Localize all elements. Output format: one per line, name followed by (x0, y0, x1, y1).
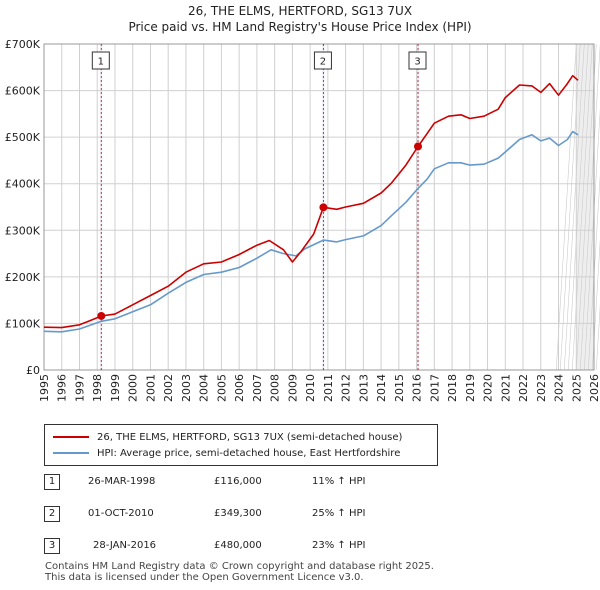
x-tick-label: 2026 (588, 374, 600, 402)
sale-marker-label: 2 (320, 57, 326, 68)
y-tick-label: £200K (5, 271, 41, 284)
x-tick-label: 2020 (482, 374, 495, 402)
x-tick-label: 2013 (357, 374, 370, 402)
legend-item-hpi: HPI: Average price, semi-detached house,… (53, 446, 400, 460)
x-tick-label: 2004 (198, 374, 211, 402)
forecast-hatch (567, 43, 589, 371)
x-tick-label: 2024 (553, 374, 566, 402)
x-tick-label: 1995 (38, 374, 51, 402)
sale-band (417, 44, 419, 370)
series-line-hpi (43, 130, 579, 333)
x-tick-label: 1998 (91, 374, 104, 402)
legend-swatch-property (53, 436, 89, 438)
x-tick-label: 2007 (251, 374, 264, 402)
forecast-hatch (555, 43, 577, 371)
sale-marker-label: 3 (414, 57, 420, 68)
y-tick-label: £0 (26, 364, 40, 377)
sale-date: 28-JAN-2016 (93, 540, 157, 551)
x-tick-label: 2022 (517, 374, 530, 402)
x-tick-label: 2015 (393, 374, 406, 402)
sale-hpi-delta: 11% ↑ HPI (312, 476, 366, 487)
forecast-band (576, 44, 594, 370)
sale-band (100, 44, 103, 370)
plot-frame (43, 43, 595, 371)
sale-marker-box (408, 51, 427, 70)
sale-marker-box (313, 51, 332, 70)
x-tick-label: 2003 (180, 374, 193, 402)
legend-item-property: 26, THE ELMS, HERTFORD, SG13 7UX (semi-d… (53, 430, 402, 444)
x-tick-label: 1997 (73, 374, 86, 402)
sale-hpi-delta: 25% ↑ HPI (312, 508, 366, 519)
x-tick-label: 2012 (340, 374, 353, 402)
footer-licence: This data is licensed under the Open Gov… (45, 572, 364, 583)
x-tick-label: 2001 (144, 374, 157, 402)
forecast-hatch (571, 43, 593, 371)
sale-number-badge: 2 (44, 506, 60, 522)
x-tick-label: 2021 (499, 374, 512, 402)
x-tick-label: 2018 (446, 374, 459, 402)
sale-hpi-delta: 23% ↑ HPI (312, 540, 366, 551)
legend-swatch-hpi (53, 452, 89, 454)
sale-number-badge: 1 (44, 474, 60, 490)
forecast-hatch (587, 173, 600, 371)
y-tick-label: £100K (5, 317, 41, 330)
sale-price: £116,000 (214, 476, 262, 487)
x-tick-label: 2008 (269, 374, 282, 402)
x-tick-label: 2011 (322, 374, 335, 402)
price-chart: £0 £100K £200K £300K £400K £500K £600K £700K 199… (5, 38, 600, 402)
forecast-hatch (579, 43, 600, 371)
chart-legend: 26, THE ELMS, HERTFORD, SG13 7UX (semi-d… (44, 424, 438, 466)
x-tick-label: 2009 (286, 374, 299, 402)
x-tick-label: 2000 (127, 374, 140, 402)
x-tick-label: 2023 (535, 374, 548, 402)
footer-copyright: Contains HM Land Registry data © Crown c… (45, 561, 434, 572)
x-tick-label: 2010 (304, 374, 317, 402)
chart-title-line2: Price paid vs. HM Land Registry's House … (128, 20, 472, 34)
sale-price: £480,000 (214, 540, 262, 551)
sale-date: 26-MAR-1998 (88, 476, 156, 487)
y-tick-label: £700K (5, 38, 41, 51)
chart-title-line1: 26, THE ELMS, HERTFORD, SG13 7UX (187, 4, 413, 18)
legend-label-property: 26, THE ELMS, HERTFORD, SG13 7UX (semi-d… (97, 431, 403, 443)
forecast-hatch (591, 238, 600, 371)
sale-marker-box (91, 51, 110, 70)
x-tick-label: 1996 (56, 374, 69, 402)
x-tick-label: 2016 (411, 374, 424, 402)
forecast-hatch (563, 43, 585, 371)
sale-price: £349,300 (214, 508, 262, 519)
y-tick-label: £500K (5, 131, 41, 144)
y-tick-label: £300K (5, 224, 41, 237)
sale-point (97, 311, 106, 320)
forecast-hatch (575, 43, 597, 371)
x-tick-label: 2017 (428, 374, 441, 402)
x-tick-label: 1999 (109, 374, 122, 402)
sale-date: 01-OCT-2010 (88, 508, 154, 519)
series-line-property (43, 74, 579, 329)
x-tick-label: 2025 (570, 374, 583, 402)
x-tick-label: 2014 (375, 374, 388, 402)
forecast-hatch (559, 43, 581, 371)
y-tick-label: £400K (5, 178, 41, 191)
x-tick-label: 2006 (233, 374, 246, 402)
x-tick-label: 2019 (464, 374, 477, 402)
legend-label-hpi: HPI: Average price, semi-detached house,… (97, 447, 401, 459)
x-tick-label: 2005 (215, 374, 228, 402)
sale-point (319, 203, 328, 212)
sale-number-badge: 3 (44, 538, 60, 554)
x-tick-label: 2002 (162, 374, 175, 402)
sale-marker-label: 1 (98, 57, 104, 68)
sale-point (414, 142, 422, 151)
y-tick-label: £600K (5, 85, 41, 98)
